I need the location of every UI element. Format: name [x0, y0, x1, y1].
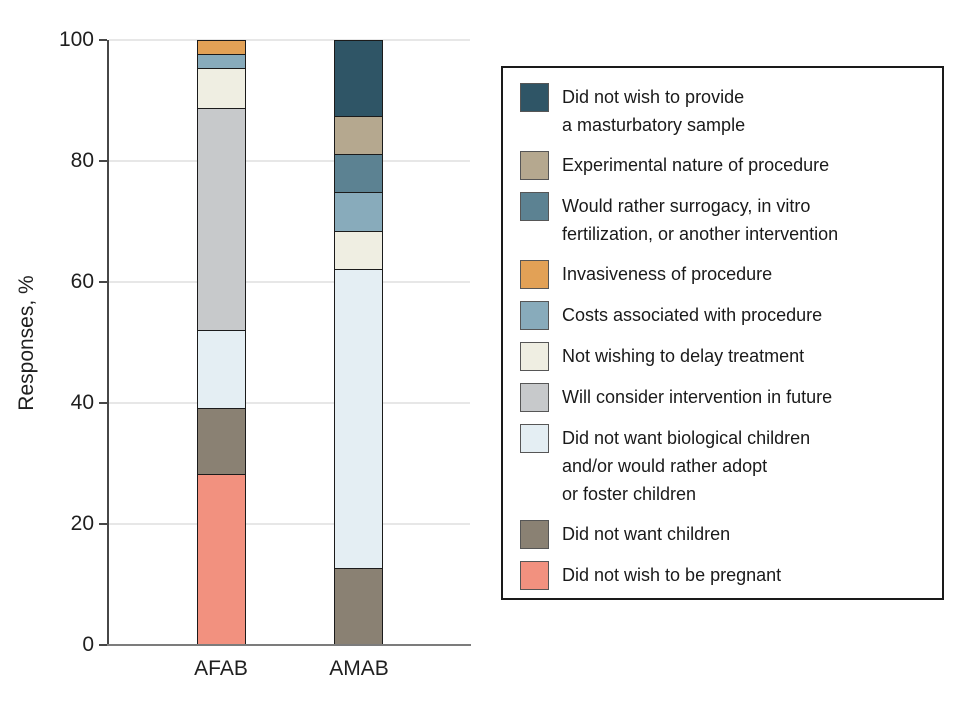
legend-label: Would rather surrogacy, in vitro fertiliz…: [562, 192, 838, 248]
bar-segment: [197, 330, 246, 410]
bar-segment: [334, 40, 383, 117]
legend-label-line: fertilization, or another intervention: [562, 224, 839, 244]
bar-segment: [334, 154, 383, 194]
legend-label-line: Costs associated with procedure: [562, 305, 823, 325]
y-tick-label-60: 60: [70, 270, 94, 293]
y-tick-label-20: 20: [70, 512, 94, 535]
legend-label: Will consider intervention in future: [562, 383, 832, 411]
legend-label: Did not want biological children and/or w…: [562, 424, 810, 508]
legend-label-line: a masturbatory sample: [562, 115, 746, 135]
legend-label-line: Did not want children: [562, 524, 731, 544]
bar-segment: [197, 109, 246, 331]
y-tick-mark-100: [99, 39, 107, 41]
bar-segment: [197, 409, 246, 476]
y-tick-mark-40: [99, 402, 107, 404]
bar-segment: [197, 69, 246, 110]
bar-segment: [334, 569, 383, 645]
legend-swatch: [520, 424, 549, 453]
legend-label-line: Experimental nature of procedure: [562, 155, 830, 175]
stacked-bar-amab: [334, 40, 383, 645]
y-tick-label-80: 80: [70, 149, 94, 172]
y-tick-label-40: 40: [70, 391, 94, 414]
legend-swatch: [520, 192, 549, 221]
y-tick-label-100: 100: [58, 28, 94, 51]
legend-label-line: Did not wish to be pregnant: [562, 565, 782, 585]
stacked-bar-afab: [197, 40, 246, 646]
legend-swatch: [520, 83, 549, 112]
legend-item: Costs associated with procedure: [520, 301, 928, 330]
gridline-80: [109, 160, 470, 162]
legend-label-line: Did not want biological children: [562, 428, 811, 448]
bar-segment: [197, 55, 246, 70]
legend-label: Did not want children: [562, 520, 730, 548]
legend-swatch: [520, 151, 549, 180]
y-tick-mark-80: [99, 160, 107, 162]
legend-label-line: and/or would rather adopt: [562, 456, 768, 476]
y-tick-label-0: 0: [82, 633, 94, 656]
gridline-40: [109, 402, 470, 404]
legend-item: Did not want biological children and/or w…: [520, 424, 928, 508]
legend-item: Did not wish to provide a masturbatory sa…: [520, 83, 928, 139]
legend-label: Experimental nature of procedure: [562, 151, 829, 179]
legend-item: Did not wish to be pregnant: [520, 561, 928, 590]
x-tick-label-amab: AMAB: [329, 657, 389, 680]
y-tick-mark-0: [99, 644, 107, 646]
bar-segment: [197, 475, 246, 646]
y-tick-mark-60: [99, 281, 107, 283]
legend-label: Invasiveness of procedure: [562, 260, 772, 288]
legend-box: Did not wish to provide a masturbatory sa…: [501, 66, 944, 600]
bar-segment: [334, 269, 383, 570]
bar-segment: [197, 40, 246, 56]
legend-label-line: or foster children: [562, 484, 697, 504]
x-tick-label-afab: AFAB: [194, 657, 248, 680]
gridline-20: [109, 523, 470, 525]
y-axis-line: [107, 40, 109, 646]
legend-label-line: Invasiveness of procedure: [562, 264, 773, 284]
legend-label: Did not wish to be pregnant: [562, 561, 781, 589]
legend-label-line: Will consider intervention in future: [562, 387, 833, 407]
legend-item: Did not want children: [520, 520, 928, 549]
legend-label-line: Did not wish to provide: [562, 87, 745, 107]
plot-area: [109, 39, 470, 646]
bar-segment: [334, 231, 383, 270]
legend-swatch: [520, 561, 549, 590]
legend-item: Experimental nature of procedure: [520, 151, 928, 180]
legend-label: Not wishing to delay treatment: [562, 342, 804, 370]
legend-label: Costs associated with procedure: [562, 301, 822, 329]
bar-segment: [334, 193, 383, 232]
gridline-60: [109, 281, 470, 283]
bar-segment: [334, 116, 383, 155]
y-tick-mark-20: [99, 523, 107, 525]
legend-swatch: [520, 301, 549, 330]
legend-swatch: [520, 520, 549, 549]
legend-label-line: Would rather surrogacy, in vitro: [562, 196, 811, 216]
legend-item: Will consider intervention in future: [520, 383, 928, 412]
legend-swatch: [520, 383, 549, 412]
legend-swatch: [520, 260, 549, 289]
legend-label-line: Not wishing to delay treatment: [562, 346, 805, 366]
legend-swatch: [520, 342, 549, 371]
legend-item: Not wishing to delay treatment: [520, 342, 928, 371]
legend-item: Would rather surrogacy, in vitro fertiliz…: [520, 192, 928, 248]
x-axis-line: [107, 644, 471, 646]
legend-label: Did not wish to provide a masturbatory sa…: [562, 83, 745, 139]
gridline-100: [109, 39, 470, 41]
legend-item: Invasiveness of procedure: [520, 260, 928, 289]
